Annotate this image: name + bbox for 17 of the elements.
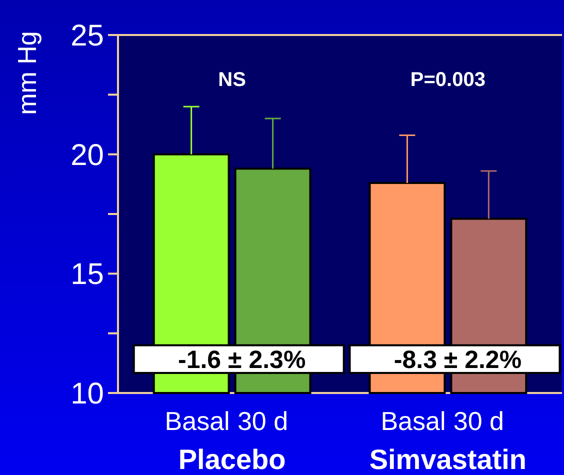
- y-tick-label: 25: [70, 20, 104, 52]
- x-tick-label: Basal: [380, 406, 446, 436]
- y-tick-label: 10: [70, 378, 104, 410]
- text: Placebo: [178, 444, 286, 475]
- y-tick-label: 15: [70, 258, 104, 292]
- annotation: -1.6 ± 2.3%: [178, 346, 306, 374]
- note-box: -8.3 ± 2.2%: [348, 344, 561, 374]
- y-tick-label: 20: [70, 138, 104, 172]
- annotation: -8.3 ± 2.2%: [394, 346, 522, 374]
- text: Simvastatin: [369, 444, 527, 475]
- x-tick-label: 30 d: [237, 406, 288, 436]
- y-axis-title: mm Hg: [12, 31, 42, 115]
- annotation: NS: [218, 69, 246, 91]
- x-tick-label: 30 d: [453, 406, 504, 436]
- annotation: P=0.003: [410, 69, 486, 91]
- note-box: -1.6 ± 2.3%: [132, 344, 345, 374]
- x-tick-label: Basal: [164, 406, 230, 436]
